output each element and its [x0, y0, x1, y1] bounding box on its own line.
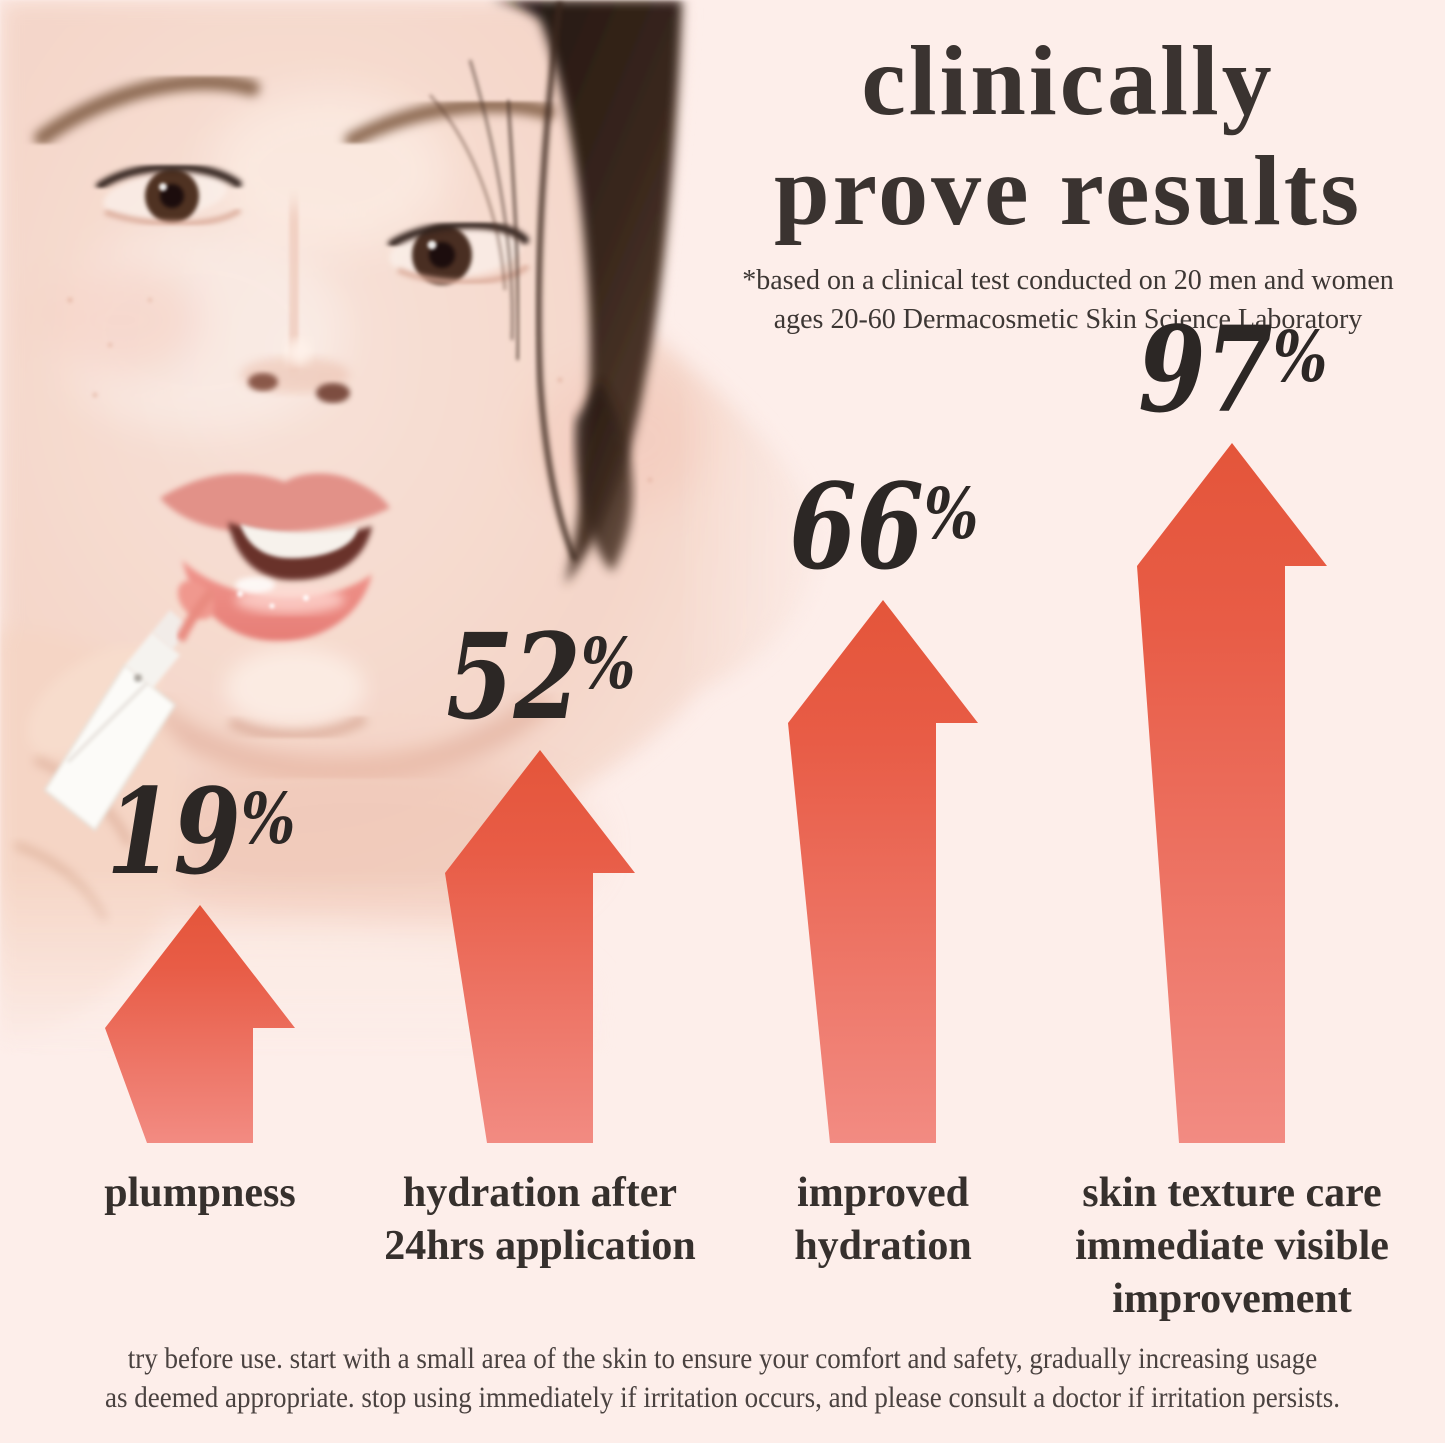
title-line-1: clinically [861, 25, 1275, 136]
header: clinically prove results *based on a cli… [690, 26, 1445, 339]
photo-art [0, 0, 819, 1060]
subtitle-line-2: ages 20-60 Dermacosmetic Skin Science La… [773, 303, 1363, 335]
category-label-plumpness: plumpness [104, 1170, 296, 1216]
subtitle: *based on a clinical test conducted on 2… [690, 262, 1445, 339]
percent-sign: % [580, 622, 636, 705]
category-label-improved-hydration: improved hydration [794, 1170, 972, 1269]
category-label-hydration-24hrs: hydration after 24hrs application [384, 1170, 696, 1269]
lip-applicator [43, 580, 216, 832]
percent-sign: % [1272, 315, 1328, 398]
percent-sign: % [923, 472, 979, 555]
disclaimer-line-2: as deemed appropriate. stop using immedi… [105, 1381, 1340, 1414]
percent-sign: % [240, 777, 296, 860]
category-label-skin-texture: skin texture care immediate visible impr… [1075, 1170, 1389, 1322]
arrow-bar-skin-texture [1137, 443, 1327, 1143]
title-line-2: prove results [773, 135, 1363, 246]
subtitle-line-1: *based on a clinical test conducted on 2… [742, 265, 1394, 296]
value-skin-texture: 97% [1138, 300, 1328, 439]
page-title: clinically prove results [690, 26, 1445, 246]
value-improved-hydration: 66% [789, 457, 979, 596]
model-photo [0, 0, 819, 1060]
disclaimer-line-1: try before use. start with a small area … [127, 1342, 1318, 1375]
value-hydration-24hrs: 52% [446, 607, 636, 746]
value-plumpness: 19% [106, 762, 296, 901]
